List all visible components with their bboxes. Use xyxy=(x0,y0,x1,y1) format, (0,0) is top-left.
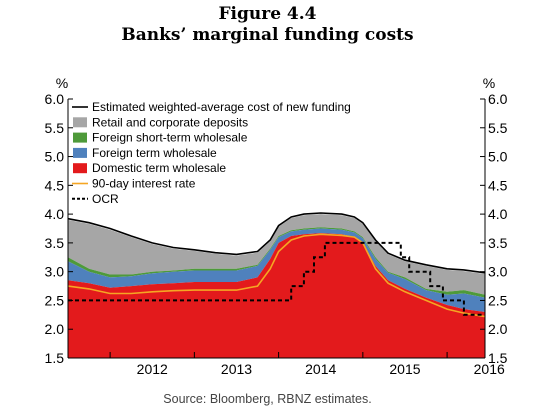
line-2 xyxy=(68,241,485,316)
legend-label-4: Domestic term wholesale xyxy=(92,161,226,175)
x-tick-label-2: 2014 xyxy=(305,361,336,377)
line-0 xyxy=(67,212,486,274)
y-tick-label-right-0: 1.5 xyxy=(488,350,508,366)
figure-title: Banks’ marginal funding costs xyxy=(121,25,414,45)
figure-number: Figure 4.4 xyxy=(218,4,317,24)
axis-layer: 1.5 1.5 2.0 2.0 2.5 2.5 3.0 3.0 3.5 3.5 4.0 4.0 4.5 4… xyxy=(45,75,508,377)
legend-label-1: Retail and corporate deposits xyxy=(92,115,248,129)
y-tick-label-right-4: 3.5 xyxy=(488,235,508,251)
x-tick-label-4: 2016 xyxy=(474,361,505,377)
y-tick-label-left-5: 4.0 xyxy=(45,206,65,222)
x-tick-label-1: 2013 xyxy=(221,361,252,377)
area-2 xyxy=(68,228,485,312)
legend-label-3: Foreign term wholesale xyxy=(92,146,217,160)
legend-label-0: Estimated weighted-average cost of new f… xyxy=(92,100,351,114)
y-tick-label-right-7: 5.0 xyxy=(488,149,508,165)
legend-label-5: 90-day interest rate xyxy=(92,177,196,191)
y-tick-label-left-4: 3.5 xyxy=(45,235,65,251)
y-tick-label-right-6: 4.5 xyxy=(488,177,508,193)
y-unit-right: % xyxy=(483,75,495,91)
x-tick-label-0: 2012 xyxy=(137,361,168,377)
area-3 xyxy=(68,233,485,358)
line-1 xyxy=(67,233,486,318)
y-tick-label-left-8: 5.5 xyxy=(45,120,65,136)
y-tick-label-left-2: 2.5 xyxy=(45,292,65,308)
y-tick-label-right-2: 2.5 xyxy=(488,292,508,308)
legend-label-2: Foreign short-term wholesale xyxy=(92,131,248,145)
y-tick-label-right-1: 2.0 xyxy=(488,321,508,337)
y-tick-label-left-3: 3.0 xyxy=(45,264,65,280)
legend-swatch-4 xyxy=(73,163,87,174)
legend-swatch-3 xyxy=(73,147,87,158)
y-tick-label-left-6: 4.5 xyxy=(45,177,65,193)
y-tick-label-right-3: 3.0 xyxy=(488,264,508,280)
y-tick-label-right-9: 6.0 xyxy=(488,91,508,107)
y-tick-label-left-1: 2.0 xyxy=(45,321,65,337)
y-tick-label-right-5: 4.0 xyxy=(488,206,508,222)
legend-swatch-1 xyxy=(73,117,87,128)
y-tick-label-left-7: 5.0 xyxy=(45,149,65,165)
legend-swatch-2 xyxy=(73,132,87,143)
legend: Estimated weighted-average cost of new f… xyxy=(72,100,351,206)
y-tick-label-left-0: 1.5 xyxy=(45,350,65,366)
y-tick-label-left-9: 6.0 xyxy=(45,91,65,107)
x-tick-label-3: 2015 xyxy=(389,361,420,377)
series-layer xyxy=(67,212,486,358)
source-note: Source: Bloomberg, RBNZ estimates. xyxy=(163,392,372,406)
y-tick-label-right-8: 5.5 xyxy=(488,120,508,136)
legend-label-6: OCR xyxy=(92,192,119,206)
y-unit-left: % xyxy=(56,75,68,91)
